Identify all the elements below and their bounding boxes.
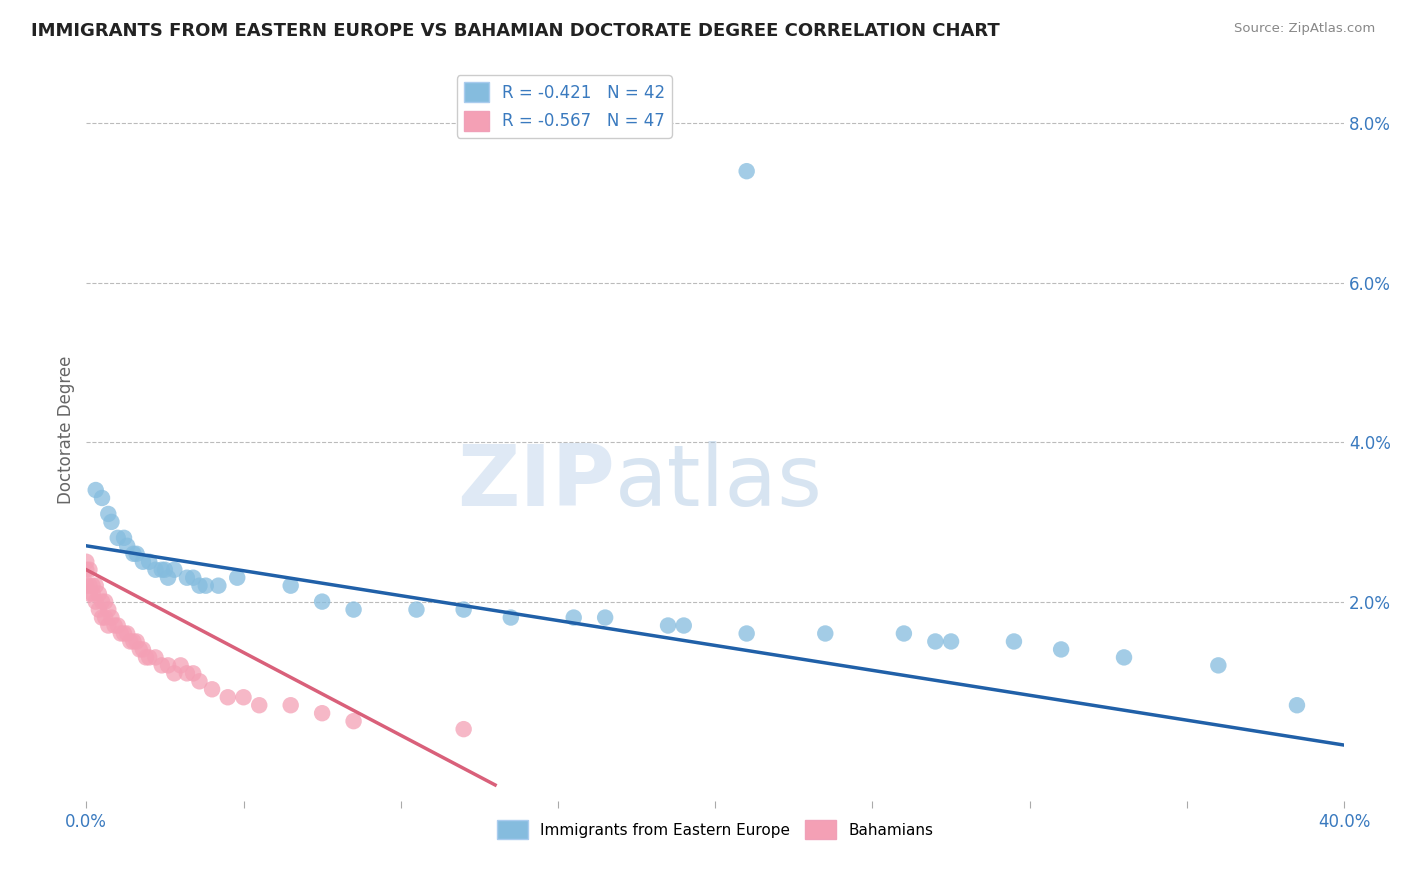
Point [132, 642, 155, 657]
Point [280, 698, 302, 713]
Point [91, 491, 114, 505]
Point [593, 610, 616, 624]
Point [84, 594, 107, 608]
Point [153, 563, 176, 577]
Point [735, 164, 758, 178]
Point [453, 602, 475, 616]
Point [499, 610, 522, 624]
Point [82, 579, 104, 593]
Text: IMMIGRANTS FROM EASTERN EUROPE VS BAHAMIAN DOCTORATE DEGREE CORRELATION CHART: IMMIGRANTS FROM EASTERN EUROPE VS BAHAMI… [31, 22, 1000, 40]
Point [82, 587, 104, 601]
Point [232, 690, 254, 705]
Point [672, 618, 695, 632]
Point [112, 626, 135, 640]
Point [201, 682, 224, 697]
Point [562, 610, 585, 624]
Y-axis label: Doctorate Degree: Doctorate Degree [58, 356, 75, 505]
Point [94, 594, 117, 608]
Point [163, 666, 186, 681]
Point [893, 626, 915, 640]
Point [138, 555, 160, 569]
Point [1112, 650, 1135, 665]
Point [110, 626, 132, 640]
Point [226, 571, 249, 585]
Point [453, 722, 475, 736]
Point [87, 602, 110, 616]
Point [115, 539, 138, 553]
Point [79, 587, 101, 601]
Point [924, 634, 946, 648]
Text: ZIP: ZIP [457, 441, 614, 524]
Point [138, 650, 160, 665]
Point [188, 674, 211, 689]
Point [150, 658, 173, 673]
Point [735, 626, 758, 640]
Point [75, 555, 97, 569]
Point [135, 650, 157, 665]
Point [84, 579, 107, 593]
Point [194, 579, 217, 593]
Point [112, 531, 135, 545]
Point [342, 714, 364, 728]
Point [91, 610, 114, 624]
Point [100, 515, 122, 529]
Point [120, 634, 142, 648]
Point [247, 698, 270, 713]
Point [311, 594, 333, 608]
Point [181, 571, 204, 585]
Point [94, 610, 117, 624]
Point [176, 666, 198, 681]
Point [342, 602, 364, 616]
Point [91, 594, 114, 608]
Point [107, 531, 129, 545]
Point [176, 571, 198, 585]
Point [1208, 658, 1230, 673]
Point [145, 650, 167, 665]
Point [157, 658, 180, 673]
Text: atlas: atlas [614, 441, 823, 524]
Point [311, 706, 333, 721]
Point [107, 618, 129, 632]
Point [163, 563, 186, 577]
Point [145, 563, 167, 577]
Point [657, 618, 679, 632]
Point [79, 579, 101, 593]
Point [125, 634, 148, 648]
Text: Source: ZipAtlas.com: Source: ZipAtlas.com [1234, 22, 1375, 36]
Point [128, 642, 150, 657]
Point [1002, 634, 1025, 648]
Point [84, 483, 107, 497]
Point [100, 610, 122, 624]
Point [1050, 642, 1073, 657]
Point [132, 555, 155, 569]
Point [181, 666, 204, 681]
Point [122, 547, 145, 561]
Point [405, 602, 427, 616]
Point [75, 563, 97, 577]
Point [97, 602, 120, 616]
Point [97, 618, 120, 632]
Point [188, 579, 211, 593]
Point [79, 563, 101, 577]
Point [169, 658, 191, 673]
Point [280, 579, 302, 593]
Point [157, 571, 180, 585]
Legend: Immigrants from Eastern Europe, Bahamians: Immigrants from Eastern Europe, Bahamian… [491, 814, 939, 845]
Point [207, 579, 229, 593]
Point [1285, 698, 1308, 713]
Point [87, 587, 110, 601]
Point [104, 618, 127, 632]
Point [217, 690, 239, 705]
Point [814, 626, 837, 640]
Point [939, 634, 962, 648]
Point [125, 547, 148, 561]
Point [122, 634, 145, 648]
Point [150, 563, 173, 577]
Point [97, 507, 120, 521]
Point [75, 579, 97, 593]
Point [115, 626, 138, 640]
